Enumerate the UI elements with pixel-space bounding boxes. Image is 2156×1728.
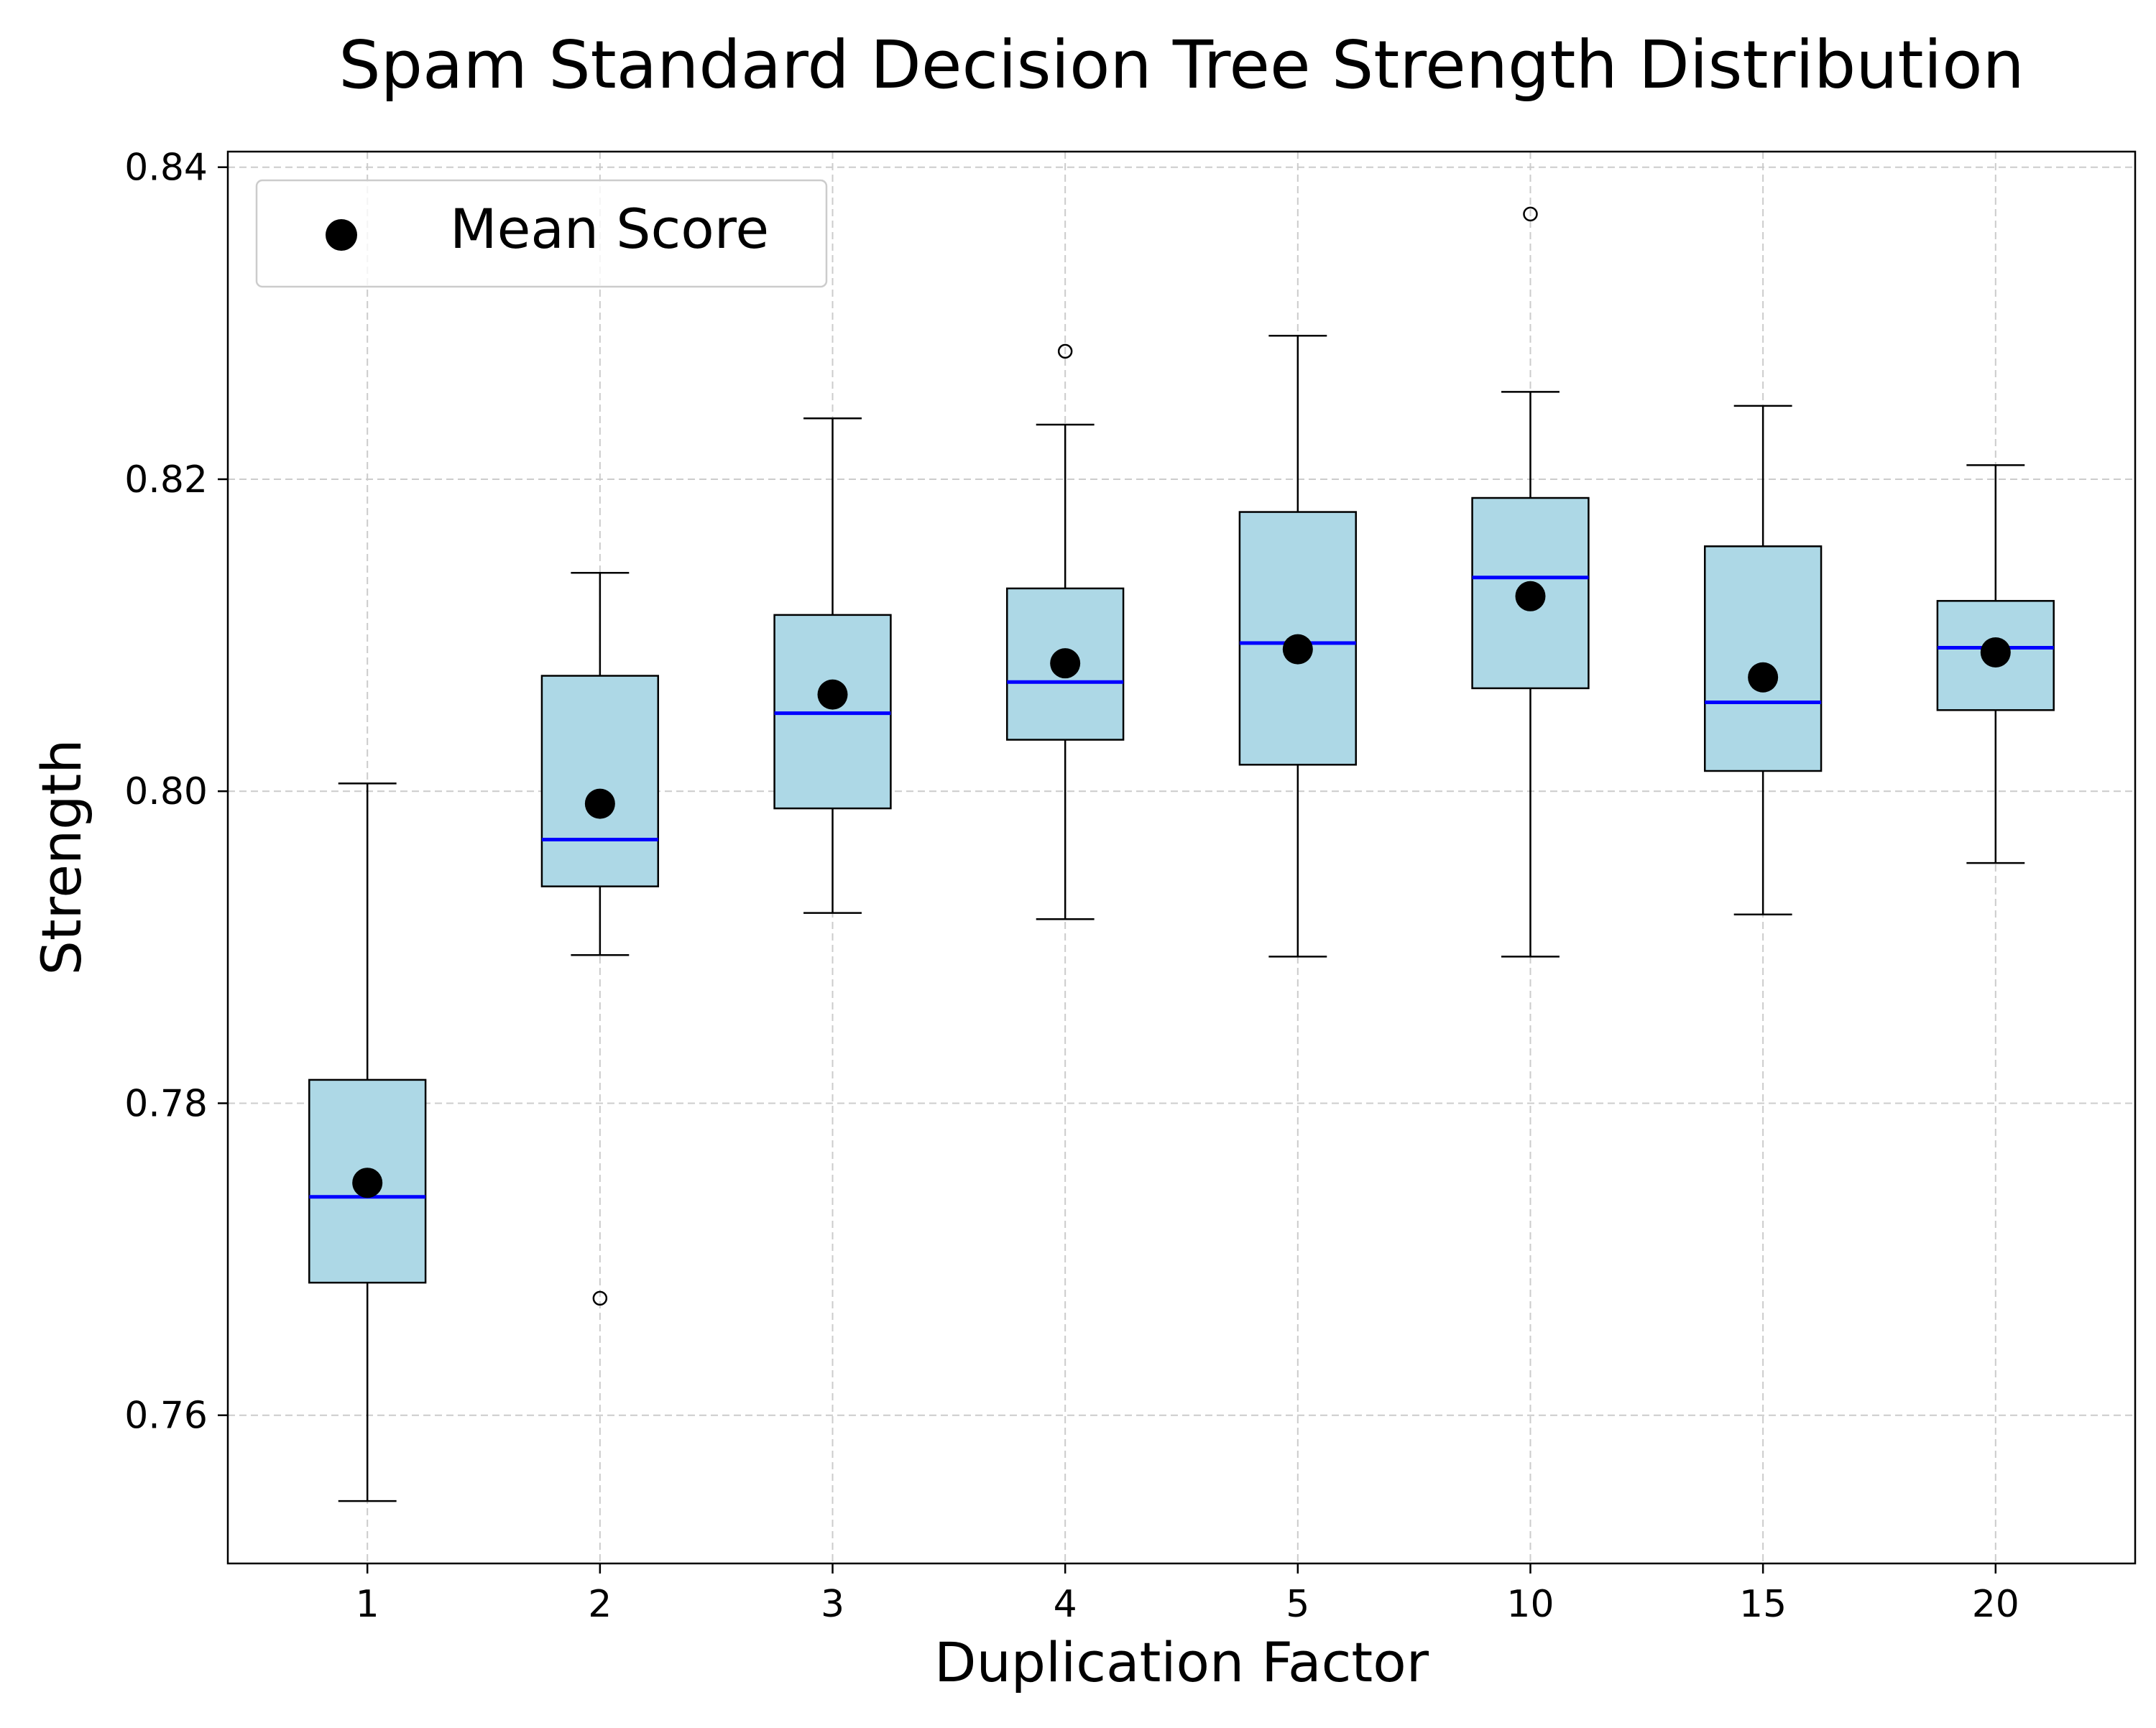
mean-point xyxy=(1515,581,1546,611)
plot-frame xyxy=(226,150,2137,1565)
y-tick-label: 0.78 xyxy=(124,1082,208,1125)
y-tick-label: 0.84 xyxy=(124,147,208,190)
x-tick-label: 5 xyxy=(1286,1583,1309,1626)
box-1 xyxy=(308,782,427,1502)
y-tick-label: 0.82 xyxy=(124,458,208,502)
x-tick-label: 4 xyxy=(1054,1583,1077,1626)
box-4 xyxy=(1006,343,1125,920)
y-tick-label: 0.80 xyxy=(124,770,208,813)
outlier-point xyxy=(1523,206,1538,222)
box-layer xyxy=(308,206,2055,1502)
iqr-box xyxy=(540,675,660,887)
y-tick-label: 0.76 xyxy=(124,1395,208,1438)
axis-layer: 0.76 0.78 0.80 0.82 0.84 1 2 3 4 5 10 15 20 xyxy=(124,147,2019,1626)
legend-label-mean: Mean Score xyxy=(450,197,769,261)
chart-title: Spam Standard Decision Tree Strength Dis… xyxy=(338,27,2024,103)
x-tick-label: 10 xyxy=(1506,1583,1554,1626)
box-5 xyxy=(1238,334,1357,958)
x-tick-label: 3 xyxy=(821,1583,844,1626)
box-15 xyxy=(1703,405,1823,916)
mean-point xyxy=(1282,634,1313,665)
outlier-point xyxy=(1057,343,1073,359)
x-tick-label: 15 xyxy=(1739,1583,1787,1626)
x-axis-label: Duplication Factor xyxy=(934,1630,1429,1694)
legend-mean-marker xyxy=(326,219,357,251)
mean-point xyxy=(584,788,615,819)
box-20 xyxy=(1936,464,2055,864)
mean-point xyxy=(1748,662,1779,693)
mean-point xyxy=(1980,637,2011,667)
mean-point xyxy=(1050,648,1081,679)
mean-point xyxy=(352,1168,383,1198)
box-2 xyxy=(540,571,660,1306)
mean-point xyxy=(817,679,848,710)
legend-box xyxy=(255,179,828,288)
x-tick-label: 2 xyxy=(588,1583,612,1626)
outlier-point xyxy=(592,1290,608,1306)
x-tick-label: 1 xyxy=(356,1583,379,1626)
box-3 xyxy=(773,417,892,914)
iqr-box xyxy=(1703,545,1823,772)
y-axis-label: Strength xyxy=(29,739,93,976)
x-tick-label: 20 xyxy=(1972,1583,2019,1626)
box-10 xyxy=(1471,206,1590,958)
legend: Mean Score xyxy=(255,179,828,288)
